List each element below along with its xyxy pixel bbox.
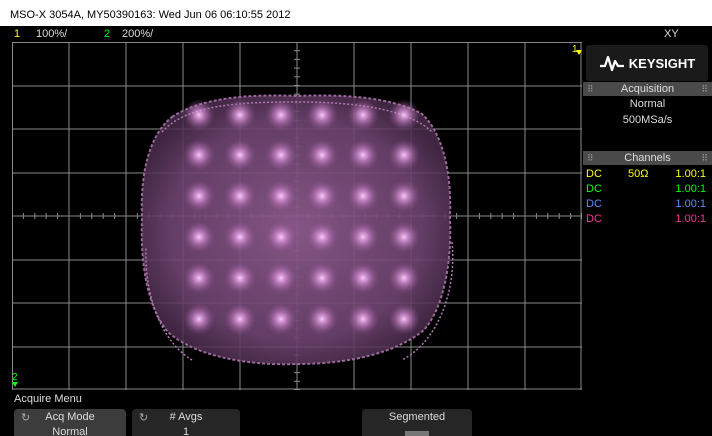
channel-row-4[interactable]: DC 1.00:1 bbox=[586, 212, 708, 226]
xy-graticule: 1 2 bbox=[12, 42, 582, 390]
rotate-icon: ↻ bbox=[21, 412, 31, 424]
constellation-point bbox=[224, 262, 256, 294]
channel-row-1[interactable]: DC 50Ω 1.00:1 bbox=[586, 167, 708, 181]
constellation-point bbox=[388, 99, 420, 131]
constellation-point bbox=[306, 303, 338, 335]
channel-scale-bar: 1 100%/ 2 200%/ XY bbox=[0, 26, 712, 42]
constellation-point bbox=[388, 262, 420, 294]
grip-icon: ⠿ bbox=[701, 153, 708, 163]
avgs-softkey[interactable]: ↻ # Avgs 1 bbox=[132, 409, 240, 436]
constellation-point bbox=[224, 180, 256, 212]
ch1-probe-ratio: 1.00:1 bbox=[675, 168, 706, 180]
acq-mode-value: Normal bbox=[52, 426, 88, 436]
constellation-point bbox=[306, 221, 338, 253]
menu-title: Acquire Menu bbox=[14, 393, 82, 405]
segmented-indicator bbox=[362, 428, 472, 436]
constellation-point bbox=[306, 180, 338, 212]
waveform-display[interactable]: 1 2 bbox=[12, 42, 582, 390]
ch1-number[interactable]: 1 bbox=[14, 28, 21, 40]
title-bar: MSO-X 3054A, MY50390163: Wed Jun 06 06:1… bbox=[0, 0, 712, 26]
constellation-point bbox=[306, 139, 338, 171]
keysight-wave-icon bbox=[599, 55, 624, 72]
channels-header-label: Channels bbox=[624, 152, 671, 164]
constellation-point bbox=[183, 303, 215, 335]
ch3-coupling: DC bbox=[586, 198, 602, 210]
constellation-point bbox=[347, 221, 379, 253]
constellation-point bbox=[347, 99, 379, 131]
constellation-point bbox=[347, 262, 379, 294]
channel-row-2[interactable]: DC 1.00:1 bbox=[586, 182, 708, 196]
constellation-point bbox=[388, 221, 420, 253]
segmented-label: Segmented bbox=[388, 411, 446, 423]
constellation-point bbox=[265, 262, 297, 294]
acq-mode-label: Acq Mode bbox=[45, 411, 95, 423]
acquisition-mode: Normal bbox=[629, 98, 666, 110]
ch2-number[interactable]: 2 bbox=[104, 28, 111, 40]
constellation-point bbox=[224, 99, 256, 131]
constellation-point bbox=[224, 139, 256, 171]
grip-icon: ⠿ bbox=[701, 84, 708, 94]
constellation-point bbox=[183, 99, 215, 131]
constellation-point bbox=[265, 303, 297, 335]
avgs-value: 1 bbox=[182, 426, 190, 436]
xy-mode-indicator: XY bbox=[664, 28, 679, 40]
constellation-point bbox=[347, 303, 379, 335]
ch4-probe-ratio: 1.00:1 bbox=[675, 213, 706, 225]
ch1-ground-marker bbox=[576, 50, 582, 55]
rotate-icon: ↻ bbox=[139, 412, 149, 424]
constellation-point bbox=[224, 221, 256, 253]
constellation-point bbox=[265, 139, 297, 171]
constellation-point bbox=[183, 180, 215, 212]
ch2-scale[interactable]: 200%/ bbox=[122, 28, 154, 40]
ch2-probe-ratio: 1.00:1 bbox=[675, 183, 706, 195]
constellation-point bbox=[306, 262, 338, 294]
ch1-marker-label: 1 bbox=[572, 44, 578, 55]
constellation-point bbox=[347, 180, 379, 212]
ch2-coupling: DC bbox=[586, 183, 602, 195]
constellation-point bbox=[388, 139, 420, 171]
constellation-points bbox=[183, 99, 420, 335]
acq-mode-softkey[interactable]: ↻ Acq Mode Normal bbox=[14, 409, 126, 436]
ch1-scale[interactable]: 100%/ bbox=[36, 28, 68, 40]
ch2-marker-label: 2 bbox=[12, 372, 18, 383]
right-info-panel: KEYSIGHT ⠿ Acquisition ⠿ Normal 500MSa/s… bbox=[583, 42, 712, 390]
constellation-point bbox=[265, 221, 297, 253]
constellation-point bbox=[183, 262, 215, 294]
acquisition-header-label: Acquisition bbox=[620, 83, 675, 95]
acquisition-header[interactable]: ⠿ Acquisition ⠿ bbox=[583, 82, 712, 96]
grip-icon: ⠿ bbox=[587, 84, 594, 94]
constellation-point bbox=[388, 303, 420, 335]
brand-name: KEYSIGHT bbox=[628, 55, 696, 71]
avgs-label: # Avgs bbox=[169, 411, 203, 423]
channel-row-3[interactable]: DC 1.00:1 bbox=[586, 197, 708, 211]
ch4-coupling: DC bbox=[586, 213, 602, 225]
ch2-ground-marker bbox=[12, 382, 18, 387]
ch3-probe-ratio: 1.00:1 bbox=[675, 198, 706, 210]
constellation-point bbox=[183, 221, 215, 253]
segmented-softkey[interactable]: Segmented bbox=[362, 409, 472, 436]
constellation-point bbox=[265, 99, 297, 131]
instrument-title: MSO-X 3054A, MY50390163: Wed Jun 06 06:1… bbox=[10, 9, 291, 21]
constellation-point bbox=[224, 303, 256, 335]
ch1-impedance: 50Ω bbox=[628, 168, 649, 180]
constellation-point bbox=[306, 99, 338, 131]
constellation-point bbox=[265, 180, 297, 212]
constellation-point bbox=[388, 180, 420, 212]
grip-icon: ⠿ bbox=[587, 153, 594, 163]
channels-header[interactable]: ⠿ Channels ⠿ bbox=[583, 151, 712, 165]
ch1-coupling: DC bbox=[586, 168, 602, 180]
sample-rate: 500MSa/s bbox=[622, 114, 673, 126]
keysight-logo: KEYSIGHT bbox=[586, 45, 708, 81]
constellation-point bbox=[347, 139, 379, 171]
constellation-point bbox=[183, 139, 215, 171]
